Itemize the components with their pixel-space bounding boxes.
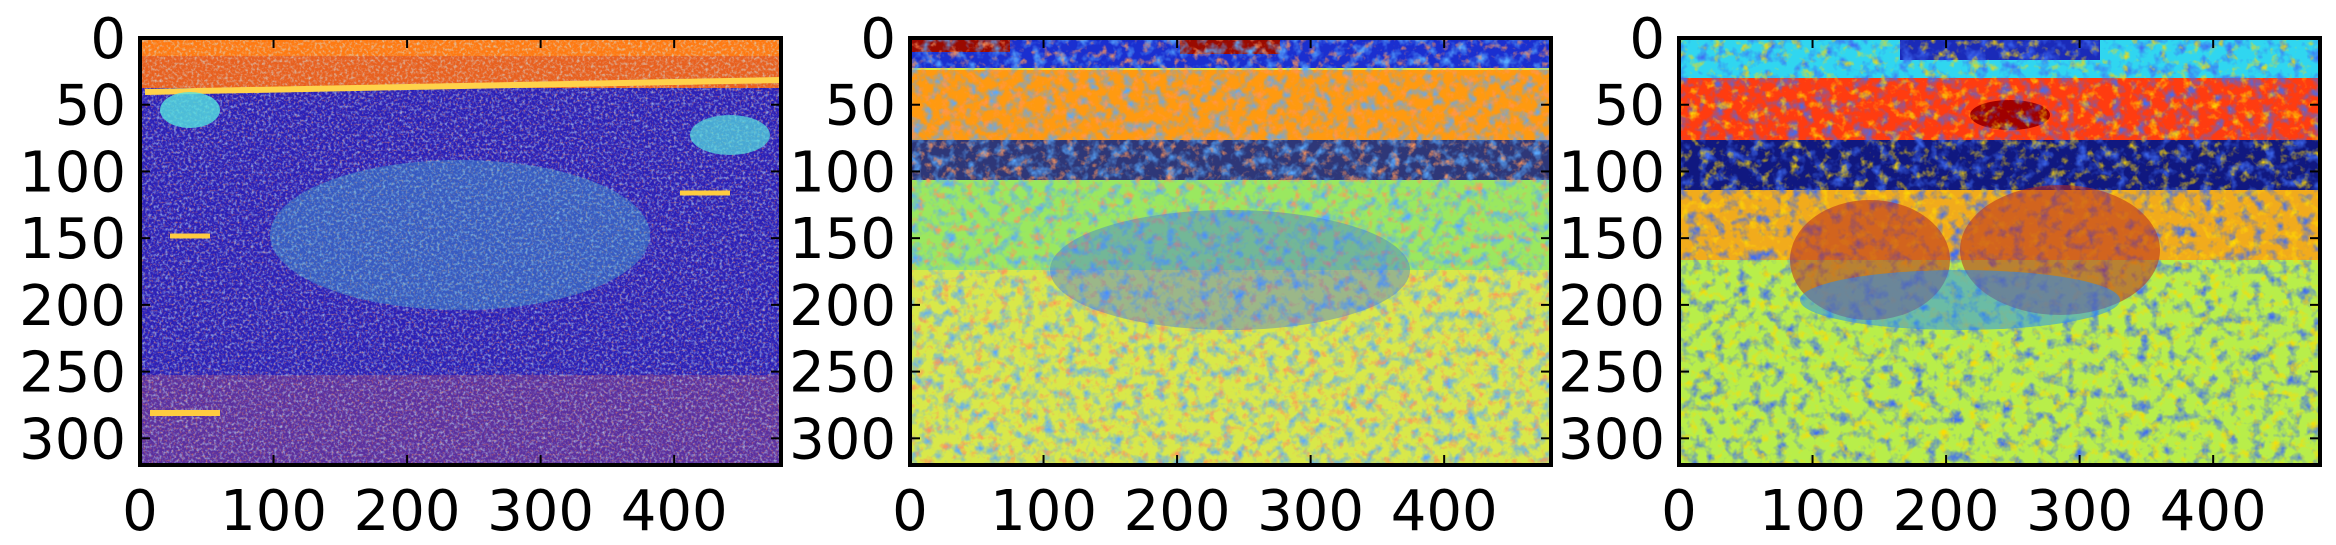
panel-3-frame (1677, 36, 2322, 467)
x-tick-label: 0 (892, 479, 928, 544)
y-tick-label: 100 (1558, 140, 1665, 205)
x-tick-label: 300 (1257, 479, 1364, 544)
y-tick-label: 150 (19, 207, 126, 272)
y-tick-label: 250 (1558, 341, 1665, 406)
x-tick-label: 200 (1893, 479, 2000, 544)
y-tick-label: 250 (789, 341, 896, 406)
x-tick-label: 200 (1124, 479, 1231, 544)
x-tick-label: 200 (354, 479, 461, 544)
x-tick-label: 0 (1661, 479, 1697, 544)
x-tick-label: 400 (621, 479, 728, 544)
panel-3-image (1679, 38, 2320, 465)
x-tick-label: 300 (2026, 479, 2133, 544)
y-tick-label: 0 (860, 7, 896, 72)
panel-1-frame (138, 36, 783, 467)
x-tick-label: 100 (220, 479, 327, 544)
y-tick-label: 200 (1558, 274, 1665, 339)
y-tick-label: 300 (1558, 407, 1665, 472)
y-tick-label: 50 (825, 74, 896, 139)
x-tick-label: 0 (122, 479, 158, 544)
x-tick-label: 400 (1391, 479, 1498, 544)
y-tick-label: 300 (19, 407, 126, 472)
y-tick-label: 250 (19, 341, 126, 406)
y-tick-label: 0 (90, 7, 126, 72)
y-tick-label: 50 (1594, 74, 1665, 139)
x-tick-label: 400 (2160, 479, 2267, 544)
y-tick-label: 300 (789, 407, 896, 472)
panel-2-frame (908, 36, 1553, 467)
y-tick-label: 100 (19, 140, 126, 205)
y-tick-label: 150 (789, 207, 896, 272)
y-tick-label: 0 (1629, 7, 1665, 72)
x-tick-label: 300 (487, 479, 594, 544)
panel-2-image (910, 38, 1551, 465)
y-tick-label: 200 (789, 274, 896, 339)
x-tick-label: 100 (990, 479, 1097, 544)
x-tick-label: 100 (1759, 479, 1866, 544)
y-tick-label: 100 (789, 140, 896, 205)
y-tick-label: 50 (55, 74, 126, 139)
y-tick-label: 150 (1558, 207, 1665, 272)
panel-1-image (140, 38, 781, 465)
y-tick-label: 200 (19, 274, 126, 339)
